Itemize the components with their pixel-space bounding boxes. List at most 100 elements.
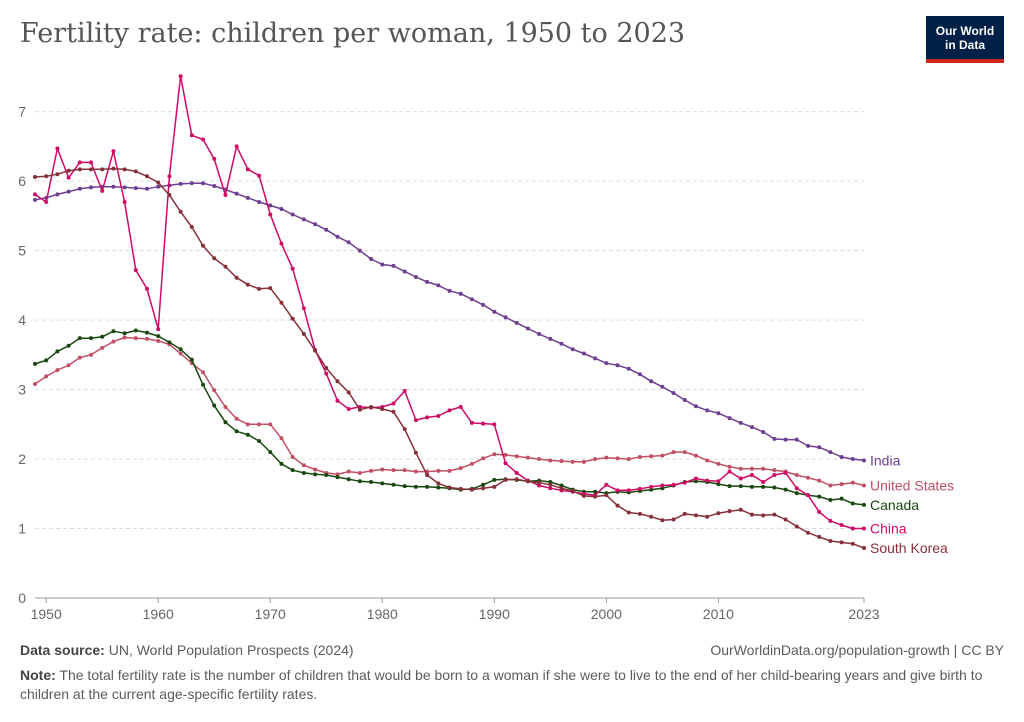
data-point[interactable]: [268, 203, 273, 208]
data-point[interactable]: [738, 466, 743, 471]
data-point[interactable]: [55, 368, 60, 373]
data-point[interactable]: [761, 466, 766, 471]
data-point[interactable]: [525, 326, 530, 331]
data-point[interactable]: [145, 186, 150, 191]
data-point[interactable]: [425, 415, 430, 420]
data-point[interactable]: [839, 482, 844, 487]
data-point[interactable]: [212, 184, 217, 189]
data-point[interactable]: [738, 507, 743, 512]
data-point[interactable]: [850, 501, 855, 506]
data-point[interactable]: [77, 336, 82, 341]
data-point[interactable]: [178, 74, 183, 79]
data-point[interactable]: [548, 336, 553, 341]
data-point[interactable]: [727, 464, 732, 469]
data-point[interactable]: [705, 478, 710, 483]
data-point[interactable]: [705, 514, 710, 519]
data-point[interactable]: [245, 432, 250, 437]
data-point[interactable]: [839, 540, 844, 545]
data-point[interactable]: [862, 502, 866, 507]
data-point[interactable]: [525, 455, 530, 460]
data-point[interactable]: [548, 482, 553, 487]
data-point[interactable]: [66, 343, 71, 348]
data-point[interactable]: [828, 539, 833, 544]
data-point[interactable]: [805, 443, 810, 448]
data-point[interactable]: [111, 329, 116, 334]
data-point[interactable]: [828, 518, 833, 523]
data-point[interactable]: [749, 484, 754, 489]
data-point[interactable]: [33, 174, 37, 179]
data-point[interactable]: [89, 160, 94, 165]
data-point[interactable]: [481, 486, 486, 491]
data-point[interactable]: [279, 241, 284, 246]
data-point[interactable]: [481, 482, 486, 487]
data-point[interactable]: [335, 379, 340, 384]
data-point[interactable]: [537, 332, 542, 336]
data-point[interactable]: [77, 186, 82, 191]
data-point[interactable]: [626, 457, 631, 462]
data-point[interactable]: [178, 209, 183, 214]
data-point[interactable]: [850, 526, 855, 531]
data-point[interactable]: [671, 517, 676, 522]
data-point[interactable]: [357, 248, 362, 253]
data-point[interactable]: [425, 484, 430, 489]
data-point[interactable]: [234, 275, 239, 280]
data-point[interactable]: [671, 482, 676, 487]
data-point[interactable]: [817, 494, 822, 499]
data-point[interactable]: [503, 461, 508, 466]
data-point[interactable]: [537, 480, 542, 485]
data-point[interactable]: [615, 488, 620, 493]
data-point[interactable]: [604, 361, 609, 366]
series-line[interactable]: [34, 167, 865, 549]
data-point[interactable]: [402, 388, 407, 393]
data-point[interactable]: [413, 418, 418, 423]
data-point[interactable]: [33, 382, 37, 387]
data-point[interactable]: [44, 200, 49, 204]
data-point[interactable]: [100, 345, 105, 350]
series-label[interactable]: United States: [870, 477, 954, 493]
data-point[interactable]: [705, 408, 710, 413]
data-point[interactable]: [716, 482, 721, 487]
data-point[interactable]: [111, 149, 116, 154]
data-point[interactable]: [436, 468, 441, 473]
data-point[interactable]: [425, 279, 430, 284]
data-point[interactable]: [178, 351, 183, 356]
data-point[interactable]: [772, 473, 777, 478]
data-point[interactable]: [234, 416, 239, 421]
data-point[interactable]: [268, 286, 273, 291]
data-point[interactable]: [346, 477, 351, 482]
data-point[interactable]: [301, 470, 306, 475]
data-point[interactable]: [156, 184, 161, 189]
data-point[interactable]: [257, 286, 262, 291]
data-point[interactable]: [817, 478, 822, 483]
data-point[interactable]: [570, 459, 575, 464]
data-point[interactable]: [380, 407, 385, 412]
data-point[interactable]: [301, 217, 306, 222]
data-point[interactable]: [783, 517, 788, 522]
data-point[interactable]: [346, 469, 351, 474]
data-point[interactable]: [447, 288, 452, 293]
data-point[interactable]: [346, 407, 351, 412]
data-point[interactable]: [324, 366, 329, 371]
data-point[interactable]: [279, 206, 284, 211]
data-point[interactable]: [839, 523, 844, 528]
data-point[interactable]: [716, 461, 721, 466]
data-point[interactable]: [805, 493, 810, 498]
data-point[interactable]: [324, 371, 329, 376]
data-point[interactable]: [783, 487, 788, 492]
data-point[interactable]: [817, 445, 822, 450]
data-point[interactable]: [559, 486, 564, 491]
data-point[interactable]: [290, 316, 295, 321]
data-point[interactable]: [122, 200, 127, 204]
data-point[interactable]: [649, 454, 654, 459]
data-point[interactable]: [862, 483, 866, 488]
data-point[interactable]: [581, 351, 586, 356]
data-point[interactable]: [156, 334, 161, 339]
data-point[interactable]: [425, 473, 430, 478]
data-point[interactable]: [593, 494, 598, 499]
data-point[interactable]: [525, 479, 530, 484]
data-point[interactable]: [783, 437, 788, 442]
data-point[interactable]: [324, 227, 329, 232]
data-point[interactable]: [402, 427, 407, 432]
data-point[interactable]: [481, 421, 486, 426]
data-point[interactable]: [705, 458, 710, 463]
